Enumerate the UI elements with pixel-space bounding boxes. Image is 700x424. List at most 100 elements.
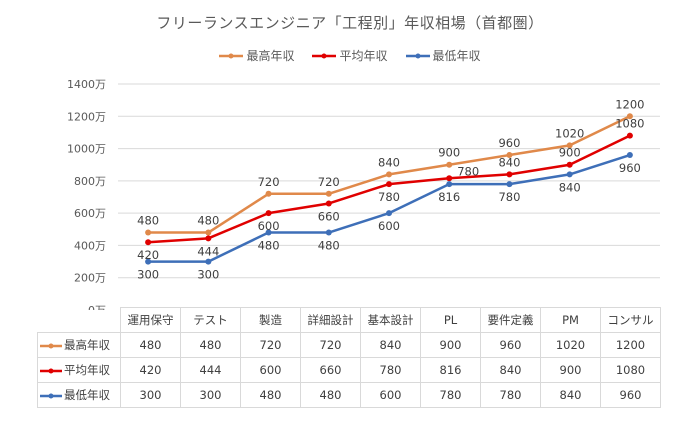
table-row: 平均年収 420 444 600 660 780 816 840 900 1080	[37, 357, 661, 383]
legend-marker-avg-icon	[312, 53, 337, 58]
data-label: 480	[197, 214, 219, 228]
data-label: 1080	[615, 117, 644, 131]
data-label: 480	[258, 239, 280, 253]
data-label: 480	[137, 214, 159, 228]
legend-item-min: 最低年収	[405, 47, 481, 64]
data-label: 840	[378, 155, 400, 169]
data-label: 780	[498, 190, 520, 204]
table-row-header: 最高年収	[37, 332, 121, 358]
legend-item-max: 最高年収	[219, 47, 294, 64]
table-cell: 780	[420, 382, 481, 408]
data-point	[446, 161, 453, 168]
table-cell: 300	[180, 382, 241, 408]
data-label: 960	[498, 136, 520, 150]
y-tick-label: 1000万	[67, 143, 106, 156]
legend-item-avg: 平均年収	[312, 47, 388, 64]
series-name: 最高年収	[64, 338, 110, 352]
data-point	[566, 171, 573, 178]
gridlines	[118, 83, 660, 279]
table-cell: 660	[300, 357, 361, 383]
data-label: 816	[438, 190, 460, 204]
y-tick-label: 800万	[74, 175, 106, 188]
table-category-header: PL	[420, 307, 481, 333]
data-point	[386, 171, 392, 178]
table-cell: 480	[300, 382, 361, 408]
legend-marker-max-icon	[219, 53, 244, 58]
data-point	[145, 239, 152, 246]
table-header-row: 運用保守 テスト 製造 詳細設計 基本設計 PL 要件定義 PM コンサル	[38, 307, 661, 333]
legend-label-max: 最高年収	[246, 49, 295, 63]
table-category-header: 要件定義	[480, 307, 541, 333]
data-label: 780	[378, 190, 400, 204]
data-point	[566, 142, 573, 149]
table-cell: 480	[120, 332, 181, 358]
data-table: 運用保守 テスト 製造 詳細設計 基本設計 PL 要件定義 PM コンサル 最高年収 480 480…	[37, 307, 661, 408]
table-corner	[38, 308, 121, 333]
y-tick-label: 1200万	[67, 110, 106, 123]
y-tick-label: 600万	[74, 207, 106, 220]
data-label: 300	[197, 268, 219, 282]
table-category-header: 詳細設計	[300, 307, 361, 333]
data-point	[325, 229, 332, 236]
y-axis-ticks: 0万 200万 400万 600万 800万 1000万 1200万 1400万	[67, 78, 106, 310]
data-point	[265, 229, 272, 236]
data-label: 600	[258, 219, 280, 233]
data-point	[325, 200, 332, 207]
chart-title: フリーランスエンジニア「工程別」年収相場（首都圏）	[156, 14, 544, 32]
table-category-header: PM	[540, 307, 601, 333]
data-label: 1200	[615, 97, 644, 111]
y-tick-label: 200万	[74, 272, 106, 285]
table-category-header: 運用保守	[120, 307, 181, 333]
data-point	[506, 181, 513, 188]
table-cell: 420	[120, 357, 181, 383]
data-label: 780	[457, 164, 479, 178]
series-marker-icon	[40, 393, 62, 398]
table-row-header: 最低年収	[37, 382, 121, 408]
plot-area: 0万 200万 400万 600万 800万 1000万 1200万 1400万 480 420…	[67, 78, 660, 310]
data-point	[506, 171, 513, 178]
data-label: 900	[559, 146, 581, 160]
data-label: 660	[318, 209, 340, 223]
data-point	[626, 152, 633, 159]
table-category-header: テスト	[180, 307, 241, 333]
data-point	[386, 181, 392, 188]
table-cell: 840	[480, 357, 541, 383]
data-point	[205, 235, 212, 242]
series-name: 最低年収	[64, 388, 110, 402]
table-cell: 600	[360, 382, 421, 408]
table-cell: 840	[540, 382, 601, 408]
data-point	[386, 210, 392, 217]
data-label: 840	[559, 180, 581, 194]
data-labels: 480 420 300 480 444 300 720 600 480 720 660 480 840 7…	[137, 97, 644, 281]
table-cell: 1200	[600, 332, 661, 358]
data-point	[566, 161, 573, 168]
table-cell: 780	[360, 357, 421, 383]
table-cell: 1020	[540, 332, 601, 358]
data-point	[506, 152, 513, 159]
table-cell: 480	[240, 382, 301, 408]
data-point	[265, 210, 272, 217]
data-label: 480	[318, 239, 340, 253]
data-point	[626, 113, 633, 120]
series-lines	[145, 113, 633, 265]
table-row: 最低年収 300 300 480 480 600 780 780 840 960	[37, 382, 661, 408]
legend: 最高年収 平均年収 最低年収	[0, 47, 700, 64]
data-label: 720	[318, 175, 340, 189]
series-name: 平均年収	[64, 363, 110, 377]
legend-label-avg: 平均年収	[339, 49, 388, 63]
table-cell: 816	[420, 357, 481, 383]
table-cell: 780	[480, 382, 541, 408]
table-row-header: 平均年収	[37, 357, 121, 383]
data-label: 1020	[555, 126, 584, 140]
table-category-header: 製造	[240, 307, 301, 333]
series-marker-icon	[40, 343, 62, 348]
y-tick-label: 0万	[88, 304, 106, 310]
table-cell: 960	[600, 382, 661, 408]
table-cell: 444	[180, 357, 241, 383]
data-label: 960	[619, 161, 641, 175]
table-cell: 480	[180, 332, 241, 358]
data-point	[446, 175, 453, 182]
data-label: 600	[378, 219, 400, 233]
y-tick-label: 400万	[74, 239, 106, 252]
data-point	[145, 229, 152, 236]
